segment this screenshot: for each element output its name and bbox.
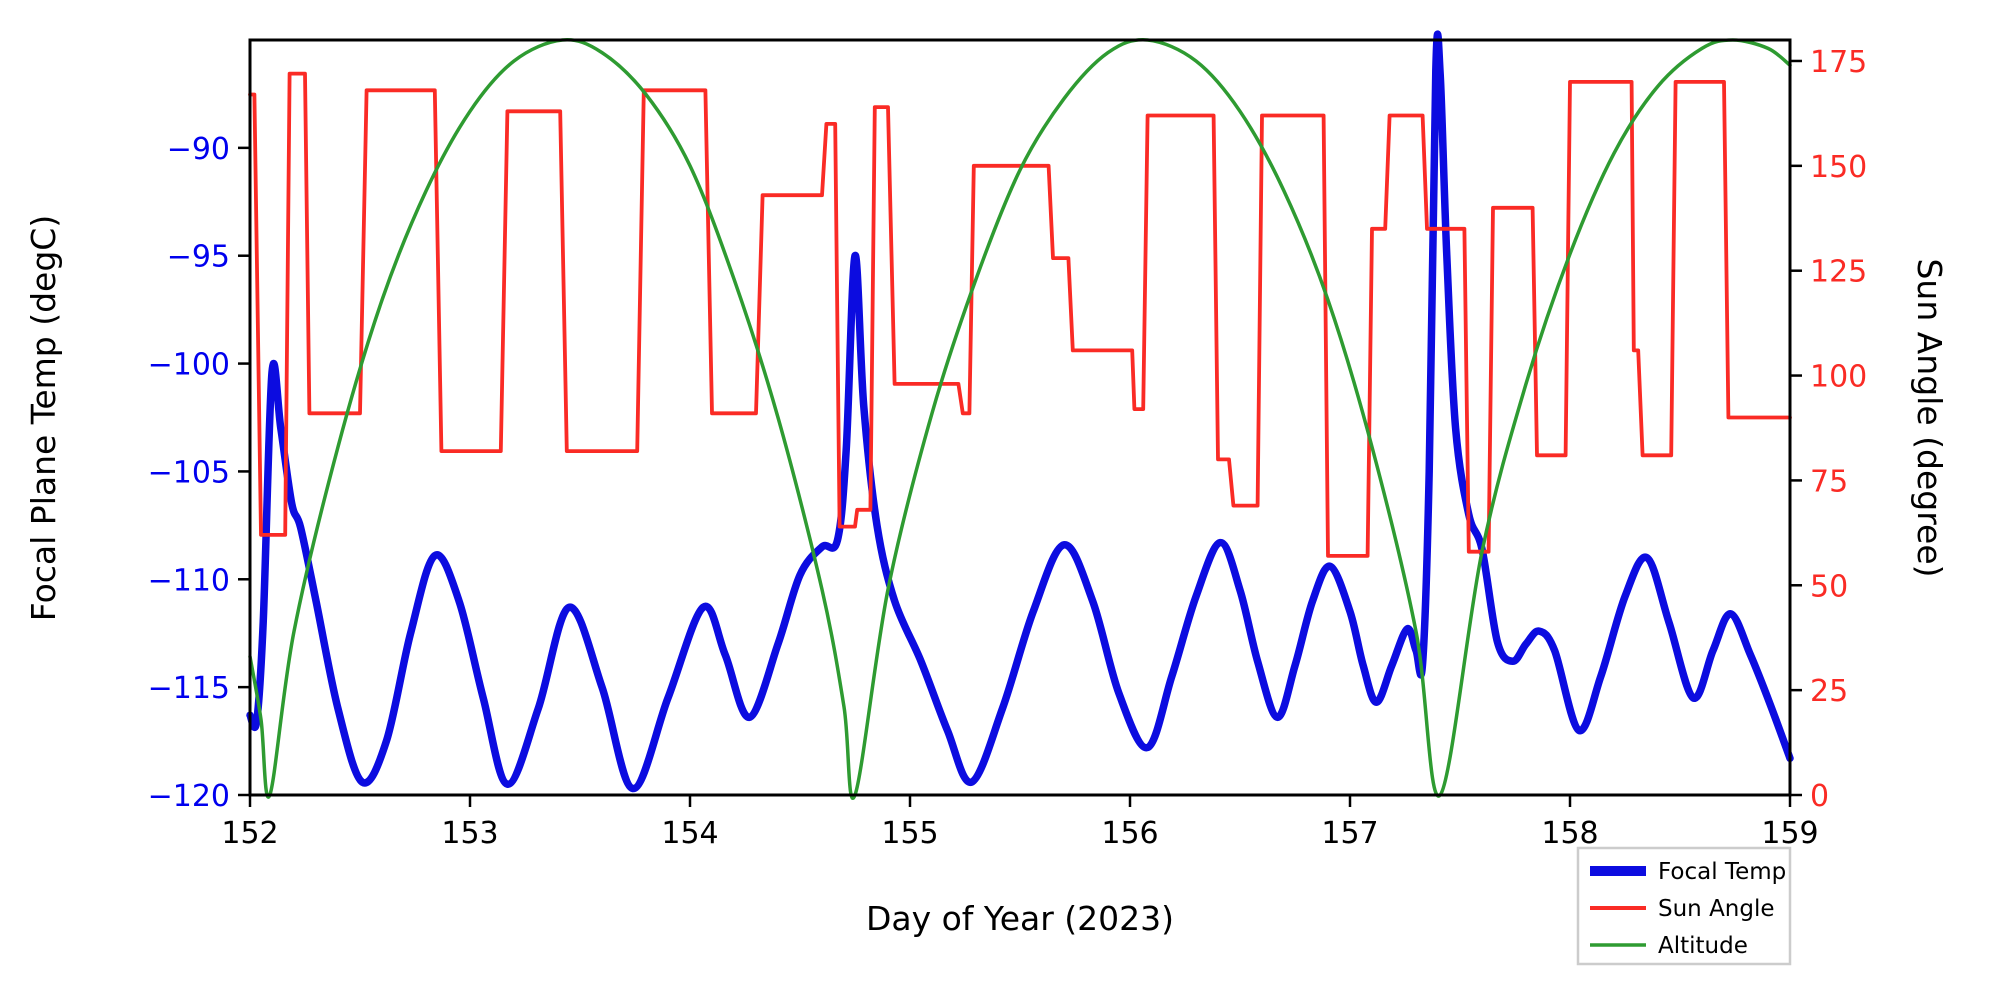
x-tick-label: 157 xyxy=(1321,816,1378,851)
y-left-tick-label: −110 xyxy=(148,563,230,598)
series-line-focal-temp xyxy=(246,30,1794,793)
series-line-altitude xyxy=(248,37,1792,800)
y-right-tick-label: 50 xyxy=(1810,569,1848,604)
y-right-tick-label: 75 xyxy=(1810,464,1848,499)
x-tick-label: 154 xyxy=(661,816,718,851)
x-tick-label: 153 xyxy=(441,816,498,851)
y-left-axis-label: Focal Plane Temp (degC) xyxy=(24,215,63,621)
y-right-tick-label: 125 xyxy=(1810,255,1867,290)
legend-entry-label: Focal Temp xyxy=(1658,859,1786,885)
x-tick-label: 156 xyxy=(1101,816,1158,851)
y-left-tick-label: −115 xyxy=(148,671,230,706)
y-left-tick-label: −90 xyxy=(167,132,230,167)
plot-area-spines xyxy=(248,38,1792,797)
y-right-axis-label: Sun Angle (degree) xyxy=(1910,258,1949,577)
legend-entry-label: Altitude xyxy=(1658,933,1748,959)
series-line-sun-angle xyxy=(248,71,1792,558)
x-tick-label: 158 xyxy=(1541,816,1598,851)
x-tick-label: 152 xyxy=(221,816,278,851)
y-right-tick-label: 150 xyxy=(1810,150,1867,185)
y-right-tick-label: 25 xyxy=(1810,674,1848,709)
y-right-tick-label: 175 xyxy=(1810,45,1867,80)
y-left-tick-label: −100 xyxy=(148,348,230,383)
x-tick-label: 159 xyxy=(1761,816,1818,851)
y-left-tick-label: −105 xyxy=(148,455,230,490)
y-left-tick-label: −95 xyxy=(167,240,230,275)
y-left-tick-label: −120 xyxy=(148,779,230,814)
x-axis-label: Day of Year (2023) xyxy=(866,899,1174,938)
legend-entry-label: Sun Angle xyxy=(1658,896,1775,922)
y-right-tick-label: 0 xyxy=(1810,779,1829,814)
x-tick-label: 155 xyxy=(881,816,938,851)
y-right-tick-label: 100 xyxy=(1810,360,1867,395)
